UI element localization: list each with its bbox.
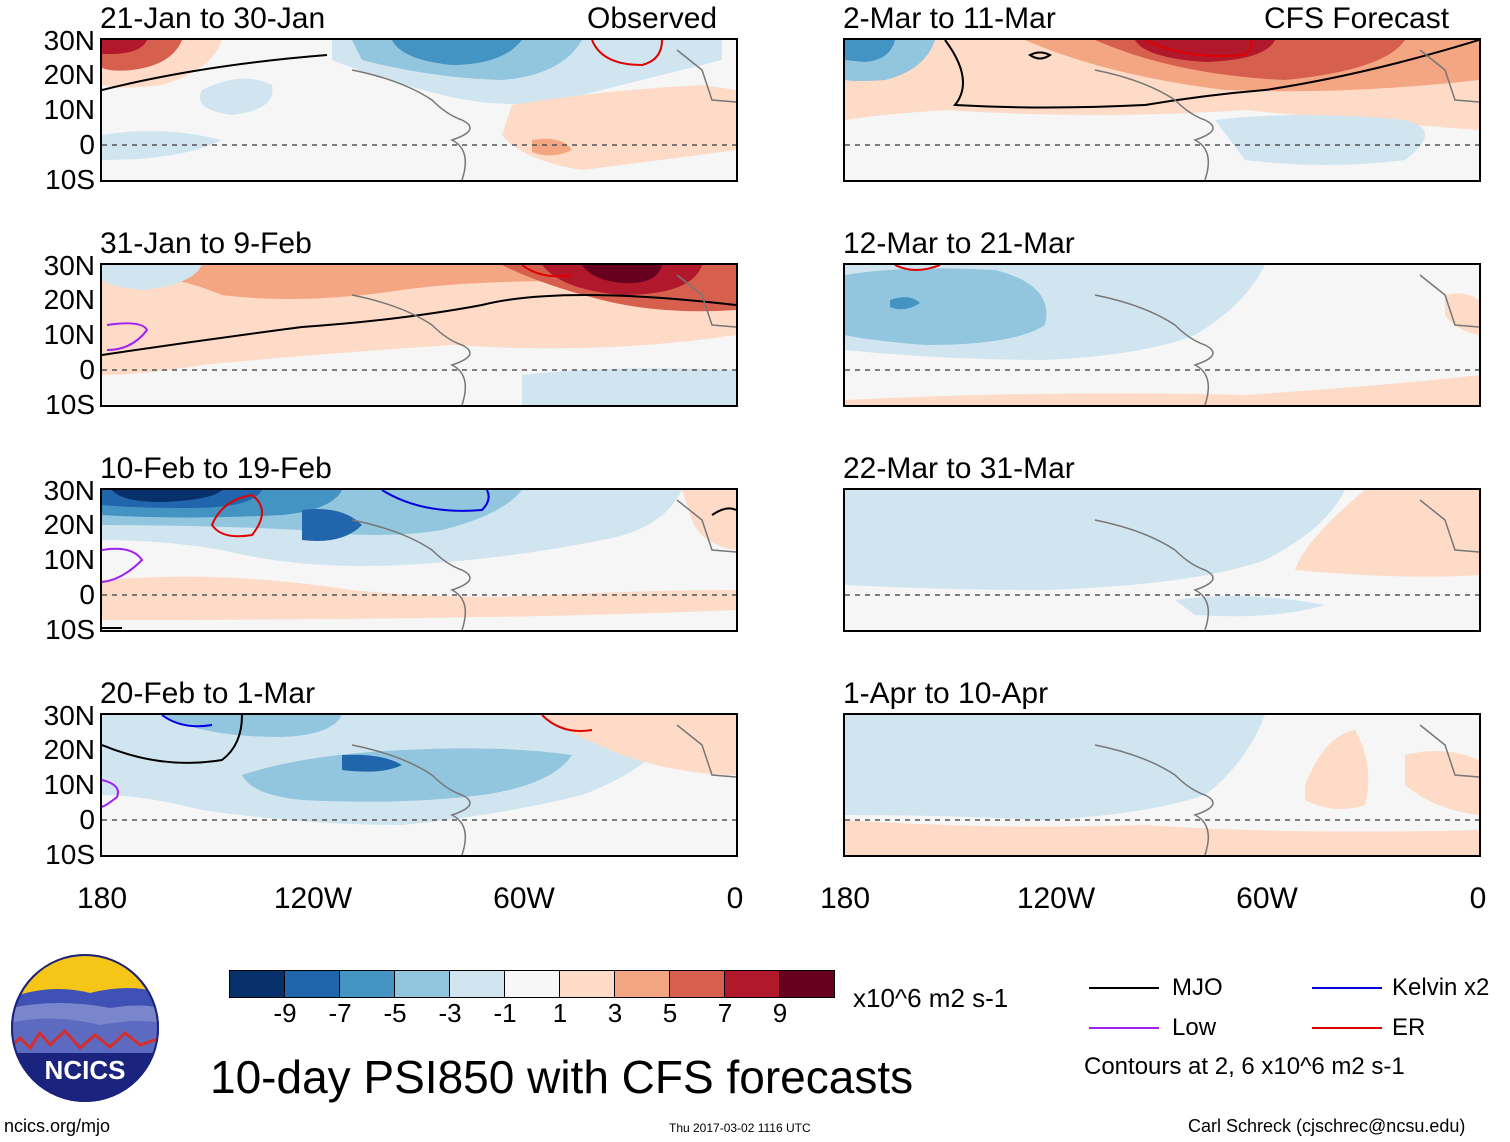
colorbar-label: -7 — [328, 998, 352, 1028]
xtick-120w: 120W — [273, 882, 353, 915]
legend-swatch-er — [1312, 1027, 1382, 1029]
ytick-30n: 30N — [43, 700, 95, 731]
ytick-20n: 20N — [43, 59, 95, 90]
xtick-180: 180 — [76, 882, 128, 915]
ytick-30n: 30N — [43, 475, 95, 506]
legend-swatch-mjo — [1089, 987, 1159, 989]
ytick-20n: 20N — [43, 509, 95, 540]
logo-text: NCICS — [44, 1055, 126, 1085]
ytick-0: 0 — [79, 354, 95, 385]
colorbar-swatch — [230, 971, 285, 997]
colorbar-label: 7 — [717, 998, 733, 1028]
ytick-20n: 20N — [43, 734, 95, 765]
ytick-10s: 10S — [45, 839, 95, 870]
map-panel-obs-3 — [100, 488, 738, 632]
contours-note: Contours at 2, 6 x10^6 m2 s-1 — [1084, 1053, 1405, 1080]
map-panel-obs-2 — [100, 263, 738, 407]
colorbar-label: -1 — [493, 998, 517, 1028]
panel-title-obs-3: 10-Feb to 19-Feb — [100, 452, 332, 485]
author-credit: Carl Schreck (cjschrec@ncsu.edu) — [1188, 1116, 1466, 1136]
ytick-10s: 10S — [45, 614, 95, 645]
colorbar-swatch — [725, 971, 780, 997]
ytick-20n: 20N — [43, 284, 95, 315]
colorbar-swatch — [340, 971, 395, 997]
xtick-60w: 60W — [493, 882, 555, 915]
main-title: 10-day PSI850 with CFS forecasts — [210, 1051, 914, 1103]
legend-label-kelvin: Kelvin x2 — [1392, 974, 1490, 1001]
ytick-0: 0 — [79, 579, 95, 610]
ncics-logo: NCICS — [10, 953, 160, 1103]
xtick-0: 0 — [726, 882, 744, 915]
map-panel-fc-3 — [843, 488, 1481, 632]
panel-title-fc-3: 22-Mar to 31-Mar — [843, 452, 1075, 485]
colorbar-label: 9 — [772, 998, 788, 1028]
ytick-0: 0 — [79, 129, 95, 160]
ytick-10n: 10N — [43, 319, 95, 350]
colorbar-label: -3 — [438, 998, 462, 1028]
cfs-forecast-label: CFS Forecast — [1264, 2, 1450, 35]
ytick-0: 0 — [79, 804, 95, 835]
ytick-10n: 10N — [43, 94, 95, 125]
xtick-0: 0 — [1469, 882, 1487, 915]
legend-label-er: ER — [1392, 1014, 1426, 1041]
panel-title-obs-1: 21-Jan to 30-Jan — [100, 2, 326, 35]
colorbar-label: 3 — [607, 998, 623, 1028]
colorbar-swatch — [670, 971, 725, 997]
map-panel-obs-1 — [100, 38, 738, 182]
panel-title-obs-4: 20-Feb to 1-Mar — [100, 677, 316, 710]
observed-label: Observed — [587, 2, 718, 35]
map-panel-fc-4 — [843, 713, 1481, 857]
xtick-180: 180 — [819, 882, 871, 915]
ytick-30n: 30N — [43, 25, 95, 56]
colorbar-swatch — [560, 971, 615, 997]
website-link[interactable]: ncics.org/mjo — [4, 1116, 111, 1136]
ytick-10s: 10S — [45, 389, 95, 420]
map-panel-obs-4 — [100, 713, 738, 857]
panel-title-fc-1: 2-Mar to 11-Mar — [843, 2, 1056, 35]
colorbar-label: 5 — [662, 998, 678, 1028]
legend-label-low: Low — [1172, 1014, 1217, 1041]
map-panel-fc-2 — [843, 263, 1481, 407]
ytick-10n: 10N — [43, 544, 95, 575]
xtick-120w: 120W — [1016, 882, 1096, 915]
legend-swatch-kelvin — [1312, 987, 1382, 989]
legend-swatch-low — [1089, 1027, 1159, 1029]
panel-title-fc-2: 12-Mar to 21-Mar — [843, 227, 1075, 260]
xtick-60w: 60W — [1236, 882, 1298, 915]
colorbar-swatch — [505, 971, 560, 997]
ytick-30n: 30N — [43, 250, 95, 281]
colorbar-swatch — [395, 971, 450, 997]
legend-label-mjo: MJO — [1172, 974, 1223, 1001]
colorbar-swatch — [615, 971, 670, 997]
colorbar-swatch — [450, 971, 505, 997]
colorbar-swatch — [285, 971, 340, 997]
colorbar-label: -5 — [383, 998, 407, 1028]
panel-title-obs-2: 31-Jan to 9-Feb — [100, 227, 312, 260]
panel-title-fc-4: 1-Apr to 10-Apr — [843, 677, 1049, 710]
colorbar-swatch — [780, 971, 834, 997]
colorbar — [229, 970, 835, 998]
ytick-10s: 10S — [45, 164, 95, 195]
colorbar-units: x10^6 m2 s-1 — [853, 983, 1009, 1013]
timestamp: Thu 2017-03-02 1116 UTC — [669, 1121, 811, 1135]
ytick-10n: 10N — [43, 769, 95, 800]
colorbar-label: -9 — [273, 998, 297, 1028]
map-panel-fc-1 — [843, 38, 1481, 182]
colorbar-label: 1 — [552, 998, 568, 1028]
